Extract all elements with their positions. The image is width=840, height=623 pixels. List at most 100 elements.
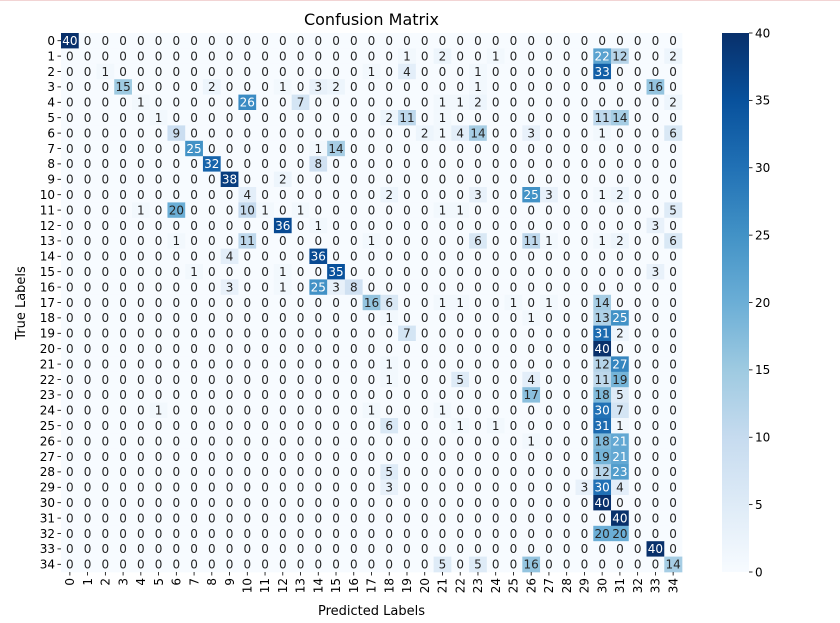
cell-value-label: 0	[421, 34, 429, 48]
heatmap-cell	[433, 94, 452, 111]
cell-value-label: 0	[137, 188, 145, 202]
cell-value-label: 0	[226, 419, 234, 433]
cell-value-label: 0	[226, 481, 234, 495]
heatmap-cell	[504, 279, 523, 296]
heatmap-cell	[451, 156, 470, 172]
heatmap-cell	[149, 48, 168, 65]
heatmap-cell	[327, 248, 346, 265]
y-tick-label: 33	[40, 542, 55, 556]
y-tick-label: 25	[40, 419, 55, 433]
heatmap-cell	[131, 264, 151, 280]
cell-value-label: 0	[510, 311, 518, 325]
heatmap-cell	[486, 156, 505, 172]
cell-value-label: 0	[119, 65, 127, 79]
y-tick-label: 28	[40, 465, 55, 479]
cell-value-label: 0	[492, 65, 500, 79]
cell-value-label: 0	[243, 450, 251, 464]
heatmap-cell	[78, 187, 97, 203]
cell-value-label: 0	[456, 388, 464, 402]
cell-value-label: 0	[190, 311, 198, 325]
y-tick-label: 11	[40, 203, 55, 217]
cell-value-label: 0	[652, 404, 660, 418]
heatmap-cell	[522, 294, 541, 311]
cell-value-label: 0	[563, 65, 571, 79]
cell-value-label: 0	[421, 142, 429, 156]
y-tick-label: 29	[40, 481, 55, 495]
heatmap-cell	[504, 310, 523, 326]
cell-value-label: 0	[598, 142, 606, 156]
cell-value-label: 0	[226, 342, 234, 356]
heatmap-cell	[451, 48, 470, 65]
cell-value-label: 0	[155, 388, 163, 402]
heatmap-cell	[185, 187, 204, 203]
heatmap-cell	[522, 48, 541, 65]
cell-value-label: 0	[119, 327, 127, 341]
cell-value-label: 25	[524, 188, 539, 202]
cell-value-label: 0	[173, 342, 181, 356]
heatmap-cell	[557, 187, 576, 203]
cell-value-label: 0	[208, 280, 216, 294]
cell-value-label: 0	[208, 481, 216, 495]
heatmap-cell	[327, 202, 346, 219]
cell-value-label: 0	[243, 527, 251, 541]
cell-value-label: 0	[279, 465, 287, 479]
cell-value-label: 40	[62, 34, 77, 48]
cell-value-label: 0	[510, 496, 518, 510]
heatmap-cell	[398, 79, 417, 95]
cell-value-label: 0	[350, 111, 358, 125]
cell-value-label: 0	[84, 157, 92, 171]
heatmap-cell	[415, 48, 434, 65]
heatmap-cell	[309, 202, 328, 219]
heatmap-cell	[61, 248, 80, 265]
cell-value-label: 0	[403, 188, 411, 202]
cell-value-label: 0	[634, 496, 642, 510]
heatmap-cell	[114, 310, 133, 326]
cell-value-label: 0	[456, 404, 464, 418]
cell-value-label: 1	[279, 265, 287, 279]
cell-value-label: 0	[208, 65, 216, 79]
cell-value-label: 0	[137, 450, 145, 464]
cell-value-label: 0	[652, 188, 660, 202]
heatmap-cell	[415, 248, 434, 265]
cell-value-label: 0	[421, 373, 429, 387]
cell-value-label: 0	[545, 342, 553, 356]
cell-value-label: 0	[634, 388, 642, 402]
cell-value-label: 0	[102, 111, 110, 125]
cell-value-label: 0	[155, 542, 163, 556]
heatmap-cell	[114, 279, 133, 296]
heatmap-cell	[220, 294, 239, 311]
cell-value-label: 0	[510, 203, 518, 217]
cell-value-label: 0	[119, 419, 127, 433]
cell-value-label: 0	[137, 419, 145, 433]
cell-value-label: 0	[66, 542, 74, 556]
cell-value-label: 0	[84, 234, 92, 248]
x-tick-label: 3	[116, 578, 130, 586]
cell-value-label: 0	[297, 558, 305, 572]
cell-value-label: 0	[190, 373, 198, 387]
heatmap-cell	[664, 264, 683, 280]
cell-value-label: 0	[492, 219, 500, 233]
heatmap-cell	[362, 202, 381, 219]
cell-value-label: 0	[563, 419, 571, 433]
cell-value-label: 0	[226, 511, 234, 525]
cell-value-label: 0	[279, 34, 287, 48]
cell-value-label: 0	[261, 496, 269, 510]
heatmap-cell	[646, 79, 665, 95]
heatmap-cell	[628, 171, 647, 188]
heatmap-cell	[256, 187, 275, 203]
cell-value-label: 0	[279, 357, 287, 371]
heatmap-cell	[469, 310, 488, 326]
cell-value-label: 0	[510, 49, 518, 63]
heatmap-cell	[664, 79, 683, 95]
cell-value-label: 0	[279, 311, 287, 325]
cell-value-label: 8	[314, 157, 322, 171]
heatmap-cell	[78, 279, 97, 296]
heatmap-cell	[291, 279, 310, 296]
cell-value-label: 0	[669, 65, 677, 79]
x-tick-label: 23	[471, 578, 485, 593]
cell-value-label: 0	[563, 49, 571, 63]
cell-value-label: 0	[616, 496, 624, 510]
cell-value-label: 1	[616, 419, 624, 433]
x-tick-label: 20	[418, 578, 432, 593]
cell-value-label: 0	[208, 496, 216, 510]
